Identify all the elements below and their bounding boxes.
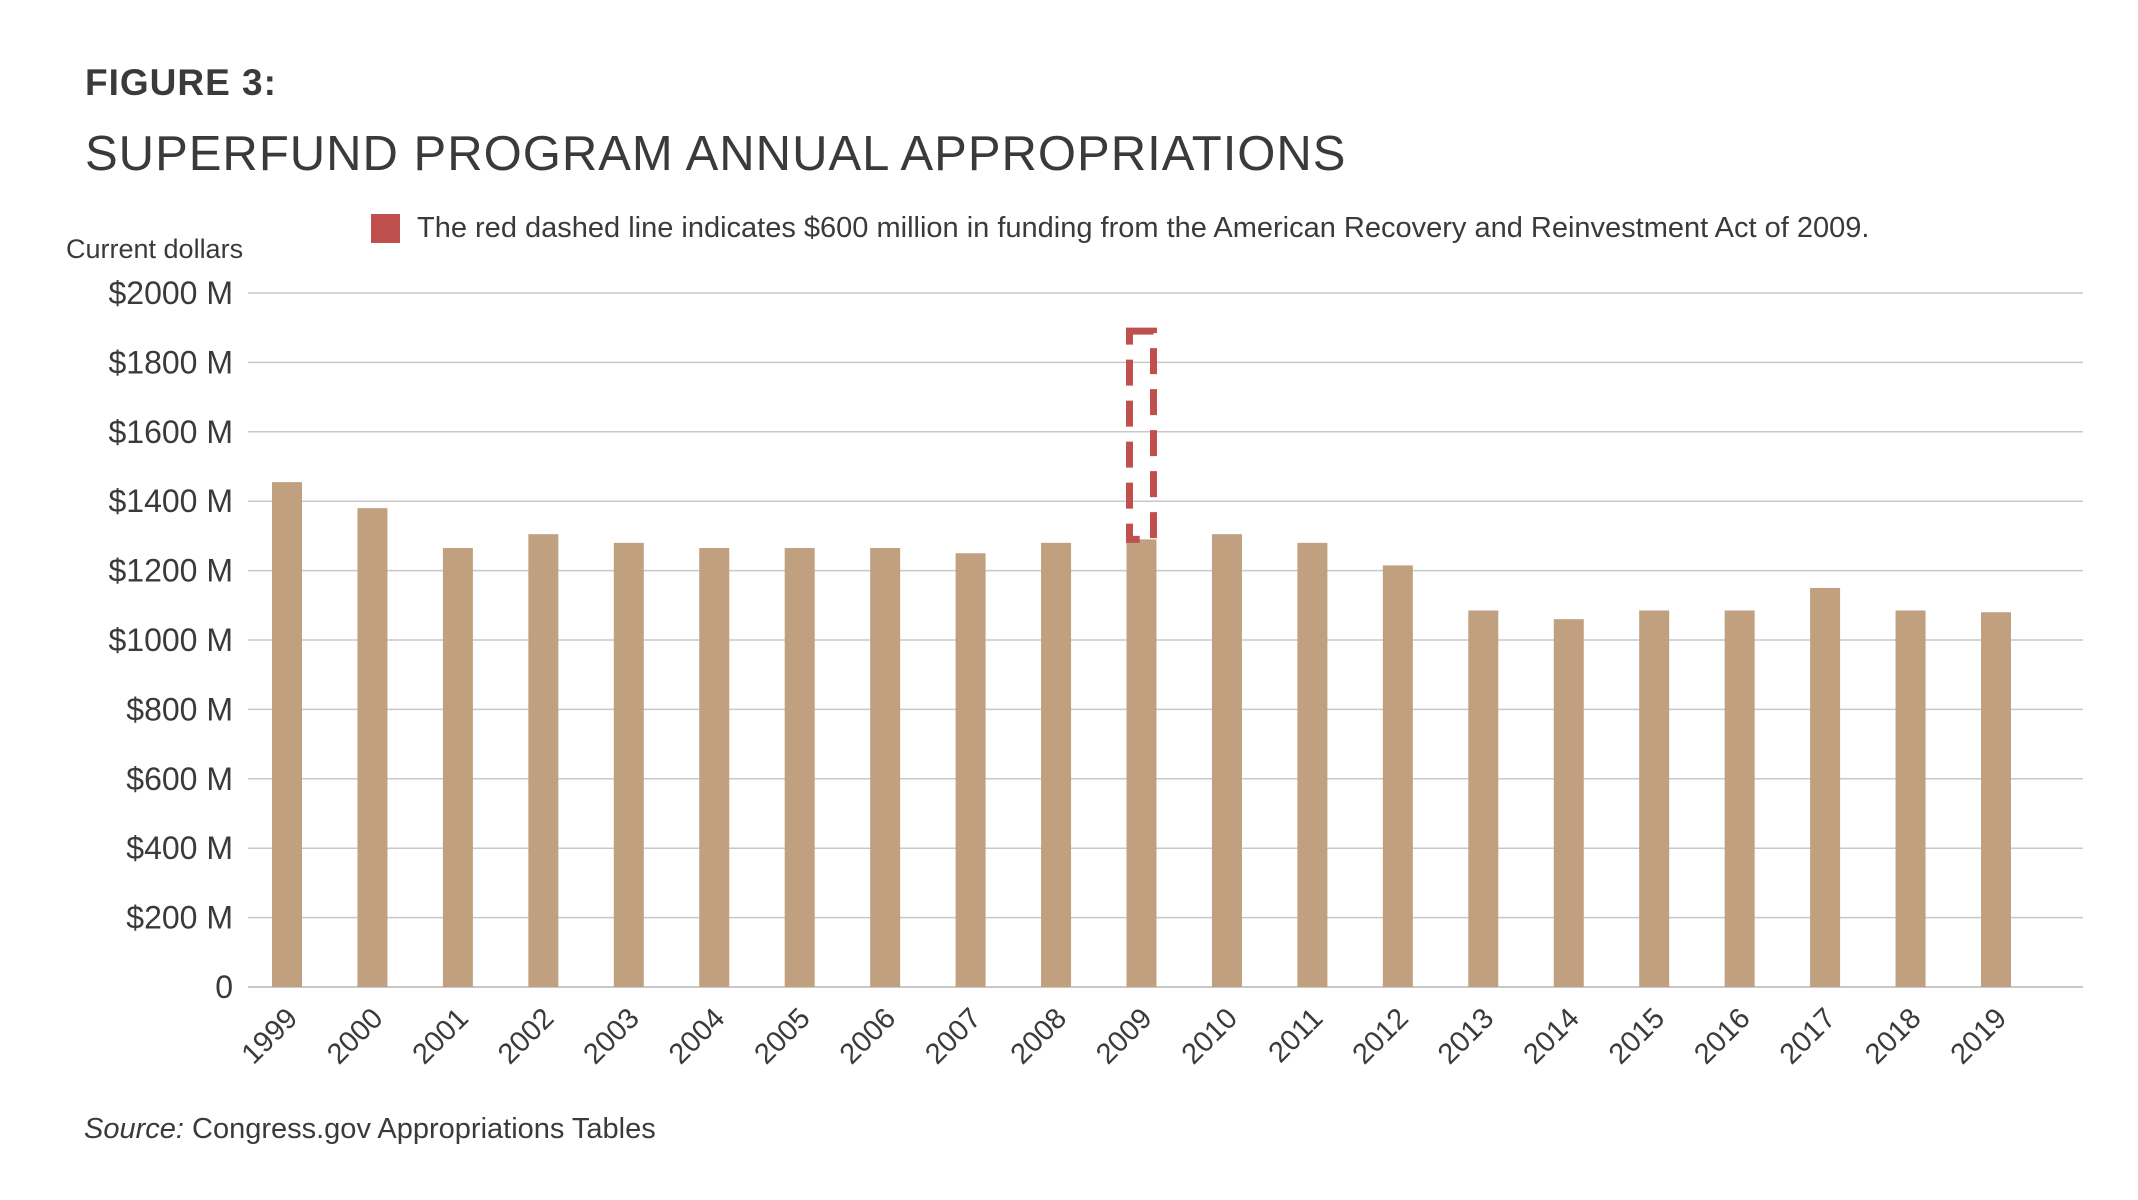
- y-tick-label: $800 M: [126, 691, 233, 727]
- x-tick-label: 2005: [748, 1002, 816, 1070]
- x-tick-label: 2015: [1603, 1002, 1671, 1070]
- y-axis-label: Current dollars: [66, 234, 243, 264]
- x-tick-label: 2017: [1774, 1002, 1842, 1070]
- x-tick-label: 2018: [1859, 1002, 1927, 1070]
- bar: [1639, 610, 1670, 987]
- bar: [955, 553, 986, 987]
- x-tick-label: 2012: [1347, 1002, 1415, 1070]
- x-tick-label: 2010: [1176, 1002, 1244, 1070]
- x-tick-label: 2016: [1688, 1002, 1756, 1070]
- bar: [1895, 610, 1926, 987]
- x-tick-label: 2002: [492, 1002, 560, 1070]
- bar: [357, 508, 388, 987]
- gridlines: [248, 292, 2083, 988]
- x-tick-label: 2000: [321, 1002, 389, 1070]
- y-tick-label: $600 M: [126, 761, 233, 797]
- bars: [272, 482, 2011, 987]
- source-prefix: Source:: [84, 1113, 184, 1145]
- y-tick-label: $1400 M: [108, 483, 233, 519]
- y-tick-label: $2000 M: [108, 275, 233, 311]
- bar: [442, 548, 473, 987]
- bar: [870, 548, 901, 987]
- x-tick-label: 2003: [578, 1002, 646, 1070]
- legend: The red dashed line indicates $600 milli…: [371, 212, 1869, 245]
- x-tick-label: 2019: [1945, 1002, 2013, 1070]
- bar: [1553, 619, 1584, 987]
- bar: [272, 482, 302, 987]
- x-tick-label: 2001: [407, 1002, 475, 1070]
- x-axis-ticks: 1999 2000 2001 2002 2003 2004 2005 2006 2007 2008…: [236, 1002, 2013, 1070]
- y-tick-label: $1800 M: [108, 344, 233, 380]
- x-tick-label: 2009: [1090, 1002, 1158, 1070]
- y-tick-label: $1000 M: [108, 622, 233, 658]
- source-text: Congress.gov Appropriations Tables: [183, 1113, 656, 1145]
- bar: [1126, 539, 1157, 987]
- x-tick-label: 2006: [834, 1002, 902, 1070]
- x-tick-label: 1999: [236, 1002, 304, 1070]
- y-tick-label: $200 M: [126, 900, 233, 936]
- arra-dashed-box: [1126, 327, 1157, 543]
- bar: [1297, 542, 1328, 987]
- bar: [1810, 587, 1841, 987]
- chart-title: SUPERFUND PROGRAM ANNUAL APPROPRIATIONS: [85, 127, 1347, 181]
- arra-annotation: [1126, 327, 1157, 543]
- legend-label: The red dashed line indicates $600 milli…: [417, 212, 1870, 244]
- y-tick-label: $1200 M: [108, 553, 233, 589]
- x-tick-label: 2004: [663, 1002, 731, 1070]
- bar: [613, 542, 644, 987]
- y-tick-label: $400 M: [126, 830, 233, 866]
- bar: [1468, 610, 1499, 987]
- y-axis-ticks: 0 $200 M $400 M $600 M $800 M $1000 M $1200 M $…: [108, 275, 233, 1005]
- bar: [1981, 612, 2011, 987]
- bar: [1382, 565, 1413, 987]
- legend-swatch: [371, 214, 400, 243]
- figure-label: FIGURE 3:: [85, 62, 277, 103]
- x-tick-label: 2011: [1263, 1002, 1330, 1069]
- bar: [1724, 610, 1755, 987]
- x-tick-label: 2014: [1517, 1002, 1585, 1070]
- bar: [528, 534, 559, 987]
- source-note: Source: Congress.gov Appropriations Tabl…: [84, 1113, 656, 1146]
- x-tick-label: 2007: [919, 1002, 987, 1070]
- x-tick-label: 2008: [1005, 1002, 1073, 1070]
- bar: [1041, 542, 1072, 987]
- x-tick-label: 2013: [1432, 1002, 1500, 1070]
- bar: [1211, 534, 1242, 987]
- bar: [784, 548, 815, 987]
- y-tick-label: 0: [215, 969, 233, 1005]
- bar: [699, 548, 730, 987]
- y-tick-label: $1600 M: [108, 414, 233, 450]
